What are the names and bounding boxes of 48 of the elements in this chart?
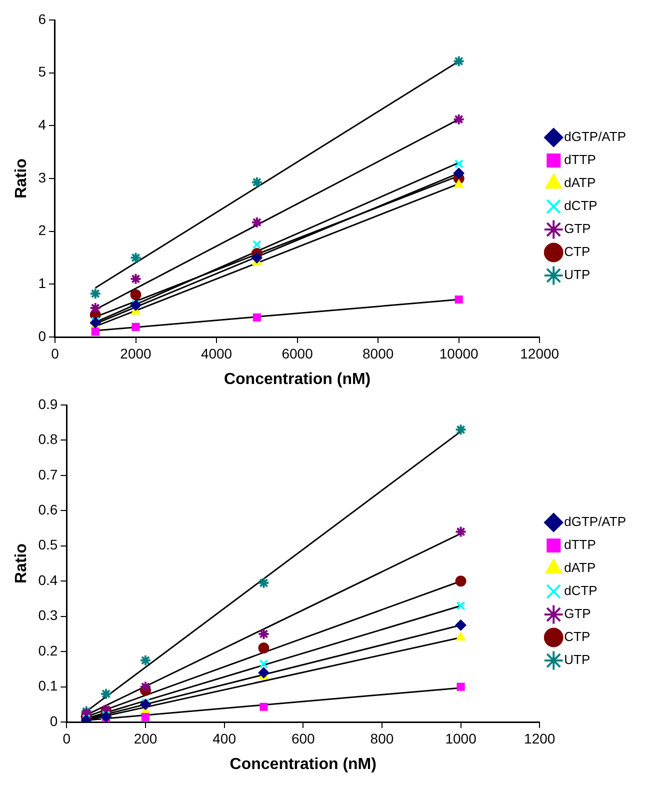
x-tick-label: 400	[212, 730, 236, 746]
legend-label: CTP	[564, 244, 590, 260]
legend-label: dTTP	[564, 152, 596, 168]
x-tick-label: 6000	[282, 345, 314, 362]
x-tick-label: 600	[291, 730, 316, 746]
y-tick-label: 0.3	[38, 607, 58, 624]
x-axis-title: Concentration (nM)	[230, 756, 376, 773]
y-tick-label: 0.1	[38, 678, 58, 694]
x-tick-label: 0	[62, 730, 71, 746]
y-tick-label: 1	[38, 275, 46, 292]
legend-label: UTP	[564, 267, 590, 282]
x-tick-label: 1200	[524, 730, 556, 746]
x-tick-label: 800	[370, 730, 394, 746]
x-tick-label: 8000	[362, 345, 394, 362]
y-tick-label: 0	[50, 712, 58, 729]
legend-label: dGTP/ATP	[564, 129, 626, 144]
y-tick-label: 0.2	[38, 642, 58, 658]
x-axis-title: Concentration (nM)	[224, 370, 371, 388]
legend-label: UTP	[564, 652, 590, 668]
x-tick-label: 1000	[445, 730, 477, 746]
x-tick-label: 10000	[439, 345, 479, 362]
legend-label: dGTP/ATP	[564, 514, 626, 530]
y-tick-label: 0.6	[38, 502, 58, 518]
y-tick-label: 4	[38, 116, 46, 133]
x-tick-label: 4000	[200, 345, 232, 362]
y-tick-label: 2	[38, 222, 46, 238]
legend-label: dATP	[564, 560, 596, 576]
y-tick-label: 0.5	[38, 536, 58, 553]
y-tick-label: 6	[38, 10, 46, 27]
legend-label: GTP	[564, 606, 591, 622]
x-tick-label: 2000	[120, 345, 152, 362]
x-tick-label: 200	[134, 730, 158, 746]
legend-label: CTP	[564, 629, 590, 644]
legend-label: dCTP	[564, 583, 598, 598]
x-tick-label: 12000	[520, 345, 560, 362]
y-tick-label: 5	[38, 64, 46, 80]
y-tick-label: 0.9	[38, 396, 58, 412]
y-tick-label: 0.7	[38, 466, 58, 482]
legend-label: dCTP	[564, 198, 598, 214]
y-tick-label: 0.4	[38, 572, 58, 588]
legend-label: dTTP	[564, 537, 596, 552]
y-axis-title: Ratio	[13, 543, 30, 584]
y-axis-title: Ratio	[13, 158, 30, 198]
y-tick-label: 3	[38, 169, 46, 186]
y-tick-label: 0.8	[38, 431, 58, 448]
legend-label: GTP	[564, 221, 591, 236]
y-tick-label: 0	[38, 328, 46, 344]
legend-label: dATP	[564, 175, 596, 190]
